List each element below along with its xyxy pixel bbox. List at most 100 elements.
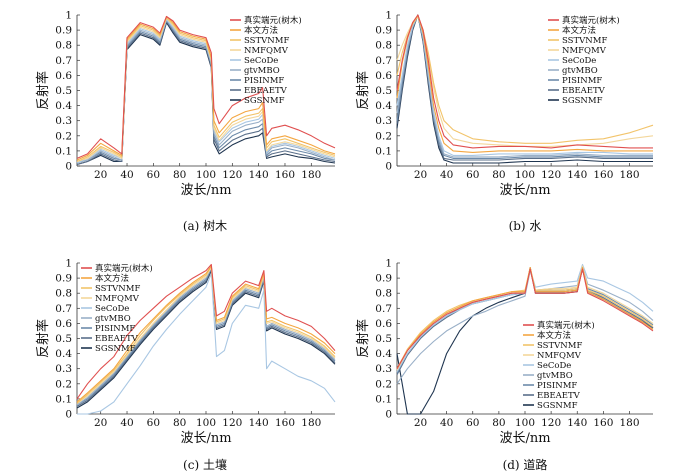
y-tick-label: 0.4 — [375, 348, 392, 360]
y-tick-label: 0.3 — [55, 115, 72, 127]
caption-c: (c) 土壤 — [183, 458, 227, 472]
x-tick-label: 40 — [120, 169, 133, 181]
y-tick-label: 1 — [385, 258, 392, 270]
series-line-7 — [396, 14, 653, 159]
y-tick-label: 0.8 — [55, 288, 72, 300]
legend-entry: EBEAETV — [95, 334, 139, 344]
y-tick-label: 0.2 — [375, 378, 392, 390]
y-axis-label: 反射率 — [35, 319, 51, 358]
legend-entry: NMFQMV — [95, 294, 140, 304]
x-tick-label: 160 — [275, 169, 295, 181]
legend-entry: SSTVNMF — [244, 36, 289, 46]
x-tick-label: 20 — [94, 417, 107, 429]
x-axis-label: 波长/nm — [180, 431, 231, 446]
series-line-1 — [76, 15, 336, 159]
series-line-1 — [396, 268, 654, 369]
x-tick-label: 140 — [249, 169, 269, 181]
series-line-4 — [76, 266, 336, 404]
y-tick-label: 0.5 — [375, 333, 392, 345]
legend: 真实端元(树木)本文方法SSTVNMFNMFQMVSeCoDegtvMBOPIS… — [523, 320, 595, 411]
series-line-8 — [396, 14, 653, 161]
x-tick-label: 40 — [440, 169, 453, 181]
series-line-8 — [76, 268, 336, 407]
y-tick-label: 0.8 — [375, 40, 392, 52]
y-tick-label: 0.6 — [55, 70, 72, 82]
legend: 真实端元(树木)本文方法SSTVNMFNMFQMVSeCoDegtvMBOPIS… — [548, 15, 620, 106]
legend-entry: 真实端元(树木) — [244, 15, 302, 26]
legend-entry: PISINMF — [95, 324, 135, 334]
y-tick-label: 0 — [385, 409, 392, 421]
x-tick-label: 160 — [593, 169, 613, 181]
y-tick-label: 0.4 — [55, 348, 72, 360]
legend: 真实端元(树木)本文方法SSTVNMFNMFQMVSeCoDegtvMBOPIS… — [230, 15, 302, 106]
x-tick-label: 80 — [492, 417, 505, 429]
series-line-5 — [396, 14, 653, 156]
x-tick-label: 100 — [515, 169, 535, 181]
y-tick-label: 0.7 — [375, 55, 392, 67]
series-lines — [76, 263, 336, 415]
legend-entry: 真实端元(树木) — [95, 263, 153, 274]
legend-entry: gtvMBO — [537, 371, 573, 381]
y-tick-label: 0.8 — [375, 288, 392, 300]
series-lines — [76, 15, 336, 166]
legend-entry: SSTVNMF — [562, 36, 607, 46]
series-line-1 — [76, 263, 336, 400]
y-tick-label: 0.7 — [55, 303, 72, 315]
y-tick-label: 1 — [385, 10, 392, 22]
y-tick-label: 0.2 — [55, 130, 72, 142]
y-tick-label: 0.1 — [375, 145, 392, 157]
x-tick-label: 140 — [249, 417, 269, 429]
legend-entry: SeCoDe — [95, 304, 129, 314]
y-tick-label: 0 — [65, 161, 72, 173]
legend-entry: PISINMF — [562, 76, 602, 86]
y-tick-label: 0.9 — [375, 25, 392, 37]
y-tick-label: 0.5 — [55, 333, 72, 345]
legend-entry: 本文方法 — [537, 330, 571, 341]
series-lines — [396, 14, 654, 164]
y-tick-label: 0.9 — [55, 273, 72, 285]
y-tick-label: 0.6 — [375, 318, 392, 330]
legend-entry: 真实端元(树木) — [562, 15, 620, 26]
y-axis-label: 反射率 — [355, 71, 371, 110]
x-tick-label: 180 — [301, 417, 321, 429]
x-axis-label: 波长/nm — [180, 183, 231, 198]
legend-entry: SeCoDe — [244, 56, 278, 66]
legend-entry: SGSNMF — [244, 96, 285, 106]
y-tick-label: 0.6 — [55, 318, 72, 330]
legend-entry: SSTVNMF — [537, 341, 582, 351]
series-line-3 — [396, 266, 654, 369]
y-axis-label: 反射率 — [355, 319, 371, 358]
series-line-7 — [76, 268, 336, 406]
x-tick-label: 120 — [541, 169, 561, 181]
x-tick-label: 40 — [440, 417, 453, 429]
legend-entry: EBEAETV — [562, 86, 606, 96]
series-line-2 — [76, 265, 336, 403]
series-line-3 — [76, 265, 336, 404]
legend-entry: 本文方法 — [244, 25, 278, 36]
y-tick-label: 0.1 — [55, 393, 72, 405]
x-tick-label: 80 — [173, 417, 186, 429]
y-tick-label: 0.5 — [55, 85, 72, 97]
x-tick-label: 20 — [414, 417, 427, 429]
y-tick-label: 0.3 — [55, 363, 72, 375]
legend-entry: NMFQMV — [562, 46, 607, 56]
x-tick-label: 80 — [173, 169, 186, 181]
legend-entry: NMFQMV — [244, 46, 289, 56]
x-tick-label: 60 — [466, 417, 479, 429]
x-tick-label: 180 — [619, 169, 639, 181]
y-tick-label: 0.1 — [55, 145, 72, 157]
x-tick-label: 60 — [466, 169, 479, 181]
x-tick-label: 140 — [567, 169, 587, 181]
x-tick-label: 80 — [492, 169, 505, 181]
legend-entry: SeCoDe — [562, 56, 596, 66]
series-line-2 — [396, 266, 654, 369]
legend-entry: gtvMBO — [244, 66, 280, 76]
series-line-1 — [396, 14, 653, 149]
x-tick-label: 100 — [196, 169, 216, 181]
x-tick-label: 120 — [222, 417, 242, 429]
x-tick-label: 160 — [275, 417, 295, 429]
y-tick-label: 0.8 — [55, 40, 72, 52]
